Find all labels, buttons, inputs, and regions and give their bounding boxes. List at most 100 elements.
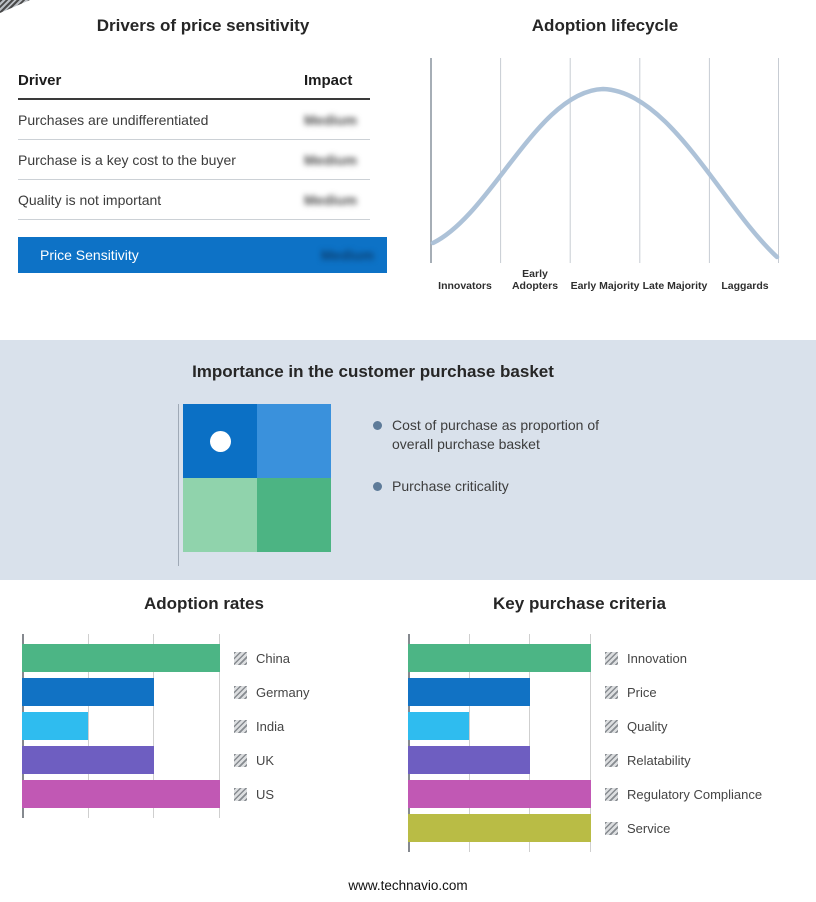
quadrant-graphic xyxy=(178,404,331,570)
legend-item: Price xyxy=(605,675,762,709)
hatch-swatch-icon xyxy=(605,787,618,801)
bar-us xyxy=(22,780,220,808)
legend-label: UK xyxy=(256,752,275,768)
quadrant-cell-bottom-left xyxy=(183,478,257,552)
hatch-swatch-icon xyxy=(234,787,247,801)
impact-cell-blurred: Medium xyxy=(304,152,357,168)
bar-row xyxy=(408,641,591,675)
bars xyxy=(408,634,591,852)
bullet-text: Cost of purchase as proportion of overal… xyxy=(392,417,600,452)
price-sensitivity-label: Price Sensitivity xyxy=(40,247,139,263)
drivers-title: Drivers of price sensitivity xyxy=(96,16,310,35)
driver-cell: Quality is not important xyxy=(18,192,162,208)
bullet-list: Cost of purchase as proportion of overal… xyxy=(373,416,631,570)
lifecycle-panel: Adoption lifecycle Innovators Early Adop… xyxy=(408,16,816,340)
quadrant-axis-line xyxy=(178,404,179,566)
stage-labels: Innovators Early Adopters Early Majority… xyxy=(430,266,780,292)
bar-row xyxy=(408,743,591,777)
legend-item: Quality xyxy=(605,709,762,743)
bar-row xyxy=(408,811,591,845)
hatch-swatch-icon xyxy=(234,719,247,733)
driver-cell: Purchase is a key cost to the buyer xyxy=(18,152,236,168)
bar-service xyxy=(408,814,591,842)
legend-label: Quality xyxy=(627,718,668,734)
legend: Innovation Price Quality Relatability Regula… xyxy=(605,634,762,852)
hatch-swatch-icon xyxy=(234,651,247,665)
bar-innovation xyxy=(408,644,591,672)
drivers-table: Driver Impact Purchases are undifferenti… xyxy=(18,72,387,273)
legend-item: Innovation xyxy=(605,641,762,675)
legend-item: Regulatory Compliance xyxy=(605,777,762,811)
bar-row xyxy=(408,709,591,743)
impact-cell-blurred: Medium xyxy=(304,192,357,208)
stage-label-laggards: Laggards xyxy=(721,279,769,292)
legend-item: UK xyxy=(234,743,309,777)
price-sensitivity-impact-blurred: Medium xyxy=(321,247,374,263)
stage-label-late-majority: Late Majority xyxy=(642,279,708,292)
hatch-swatch-icon xyxy=(605,821,618,835)
bottom-section: Adoption rates China Germany India UK US Key… xyxy=(0,580,816,852)
legend-label: Germany xyxy=(256,684,310,700)
stage-label-early-majority: Early Majority xyxy=(570,279,640,292)
quadrant-cell-bottom-right xyxy=(257,478,331,552)
legend-item: Service xyxy=(605,811,762,845)
bar-row xyxy=(408,777,591,811)
website-url: www.technavio.com xyxy=(348,878,468,893)
table-row: Purchases are undifferentiated Medium xyxy=(18,100,370,140)
bullet-icon xyxy=(373,481,382,491)
legend-item: China xyxy=(234,641,309,675)
legend-label: Innovation xyxy=(627,650,687,666)
legend-label: Relatability xyxy=(627,752,691,768)
bullet-item: Purchase criticality xyxy=(373,477,631,496)
drivers-panel: Drivers of price sensitivity Driver Impa… xyxy=(0,16,408,340)
bar-row xyxy=(22,675,220,709)
adoption-rates-chart: Adoption rates China Germany India UK US xyxy=(0,594,408,852)
bar-india xyxy=(22,712,88,740)
legend-item: US xyxy=(234,777,309,811)
impact-cell-blurred: Medium xyxy=(304,112,357,128)
position-marker-dot xyxy=(210,431,231,452)
hatch-swatch-icon xyxy=(605,651,618,665)
adoption-bell-curve xyxy=(430,58,780,263)
bar-regulatory-compliance xyxy=(408,780,591,808)
bullet-text: Purchase criticality xyxy=(392,477,509,494)
chart-title: Adoption rates xyxy=(144,594,264,613)
hatch-swatch-icon xyxy=(605,719,618,733)
bar-row xyxy=(22,743,220,777)
basket-content: Cost of purchase as proportion of overal… xyxy=(0,404,816,570)
legend-item: Germany xyxy=(234,675,309,709)
bell-curve-line xyxy=(430,86,780,260)
legend-label: Price xyxy=(627,684,657,700)
table-row: Quality is not important Medium xyxy=(18,180,370,220)
legend-label: India xyxy=(256,718,285,734)
lifecycle-title: Adoption lifecycle xyxy=(531,16,679,35)
legend-item: Relatability xyxy=(605,743,762,777)
footer: www.technavio.com xyxy=(0,878,816,893)
top-section: Drivers of price sensitivity Driver Impa… xyxy=(0,0,816,340)
bar-germany xyxy=(22,678,154,706)
legend-item: India xyxy=(234,709,309,743)
purchase-basket-band: Importance in the customer purchase bask… xyxy=(0,340,816,580)
table-row: Purchase is a key cost to the buyer Medi… xyxy=(18,140,370,180)
impact-column-header: Impact xyxy=(304,72,353,89)
basket-title: Importance in the customer purchase bask… xyxy=(192,362,554,381)
chart-title: Key purchase criteria xyxy=(493,594,666,613)
bullet-item: Cost of purchase as proportion of overal… xyxy=(373,416,631,454)
stage-label-early-adopters: Early Adopters xyxy=(511,267,559,292)
bar-uk xyxy=(22,746,154,774)
hatch-swatch-icon xyxy=(234,685,247,699)
legend: China Germany India UK US xyxy=(234,634,309,818)
bar-china xyxy=(22,644,220,672)
bar-relatability xyxy=(408,746,530,774)
bar-row xyxy=(22,777,220,811)
hatch-swatch-icon xyxy=(605,685,618,699)
bar-row xyxy=(22,709,220,743)
bullet-icon xyxy=(373,421,382,430)
legend-label: Service xyxy=(627,820,671,836)
table-header-row: Driver Impact xyxy=(18,72,370,100)
driver-cell: Purchases are undifferentiated xyxy=(18,112,209,128)
legend-label: Regulatory Compliance xyxy=(627,786,763,802)
hatch-swatch-icon xyxy=(234,753,247,767)
bar-price xyxy=(408,678,530,706)
